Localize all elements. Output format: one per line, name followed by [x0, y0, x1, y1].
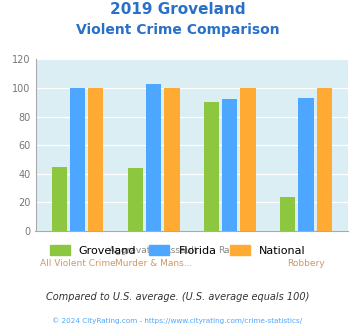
- Bar: [298, 98, 313, 231]
- Bar: [70, 88, 85, 231]
- Text: Rape: Rape: [218, 246, 241, 255]
- Bar: [164, 88, 180, 231]
- Bar: [280, 197, 295, 231]
- Bar: [128, 168, 143, 231]
- Bar: [146, 84, 161, 231]
- Bar: [240, 88, 256, 231]
- Bar: [204, 102, 219, 231]
- Text: All Violent Crime: All Violent Crime: [39, 259, 115, 268]
- Text: Robbery: Robbery: [287, 259, 325, 268]
- Bar: [317, 88, 332, 231]
- Text: Violent Crime Comparison: Violent Crime Comparison: [76, 23, 279, 37]
- Bar: [222, 99, 237, 231]
- Text: © 2024 CityRating.com - https://www.cityrating.com/crime-statistics/: © 2024 CityRating.com - https://www.city…: [53, 317, 302, 324]
- Bar: [88, 88, 103, 231]
- Legend: Groveland, Florida, National: Groveland, Florida, National: [45, 241, 310, 260]
- Bar: [51, 167, 67, 231]
- Text: Compared to U.S. average. (U.S. average equals 100): Compared to U.S. average. (U.S. average …: [46, 292, 309, 302]
- Text: Murder & Mans...: Murder & Mans...: [115, 259, 192, 268]
- Text: Aggravated Assault: Aggravated Assault: [109, 246, 198, 255]
- Text: 2019 Groveland: 2019 Groveland: [110, 2, 245, 16]
